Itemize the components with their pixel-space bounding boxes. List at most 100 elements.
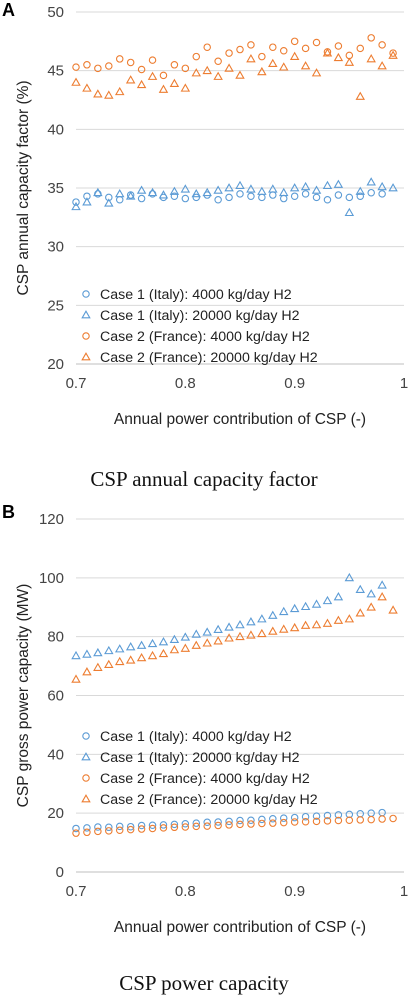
panel-b: B 0 20 40 60 80 100 120 0.7 0.8 0.9 1 Annual power …: [0, 500, 408, 1000]
data-point: [355, 91, 366, 100]
data-point: [334, 811, 343, 819]
data-point: [214, 57, 222, 66]
y-tick-label: 20: [47, 356, 64, 373]
data-point: [104, 90, 114, 99]
data-point: [356, 192, 365, 200]
data-point: [312, 193, 321, 202]
data-point: [180, 83, 191, 92]
data-point: [202, 187, 212, 197]
y-tick-label: 30: [47, 239, 64, 256]
power-capacity-chart: 0 20 40 60 80 100 120 0.7 0.8 0.9 1 Annual power co…: [15, 511, 408, 936]
data-point: [312, 38, 321, 47]
data-point: [114, 86, 125, 96]
data-point: [93, 662, 103, 671]
data-point: [334, 191, 343, 199]
data-point: [300, 61, 311, 70]
y-axis-title: CSP annual capacity factor (%): [15, 80, 32, 295]
data-point: [367, 188, 375, 197]
data-point: [235, 70, 245, 79]
data-point: [235, 180, 245, 190]
data-point: [83, 828, 91, 837]
x-tick-label: 0.8: [175, 375, 196, 392]
legend-label: Case 1 (Italy): 20000 kg/day H2: [100, 750, 300, 766]
data-point: [333, 52, 344, 62]
data-point: [159, 71, 168, 80]
data-point: [268, 58, 278, 68]
data-point: [104, 659, 114, 669]
panel-letter: A: [2, 0, 15, 20]
data-point: [170, 61, 179, 69]
data-point: [378, 41, 386, 49]
data-point: [258, 819, 266, 828]
data-point: [345, 193, 354, 202]
panel-letter: B: [2, 502, 15, 522]
data-point: [105, 193, 113, 202]
data-point: [83, 824, 91, 832]
legend: Case 1 (Italy): 4000 kg/day H2 Case 1 (It…: [81, 729, 318, 808]
data-point: [257, 614, 267, 623]
data-point: [322, 618, 333, 627]
data-point: [105, 827, 113, 835]
y-tick-label: 45: [47, 63, 64, 80]
data-point: [290, 37, 299, 46]
data-point: [214, 195, 222, 204]
data-point: [147, 71, 158, 80]
data-point: [94, 823, 102, 831]
data-point: [269, 815, 277, 823]
data-point: [311, 619, 322, 629]
capacity-factor-chart: 20 25 30 35 40 45 50 0.7 0.8 0.9 1 Annual power con…: [15, 4, 408, 428]
data-point: [137, 65, 146, 74]
data-point: [72, 824, 80, 833]
data-point: [225, 817, 233, 826]
data-point: [126, 58, 135, 67]
data-point: [279, 46, 288, 55]
data-point: [83, 192, 91, 200]
data-point: [312, 812, 321, 820]
data-point: [278, 624, 289, 633]
data-point: [323, 811, 332, 820]
data-point: [170, 192, 179, 200]
data-point: [247, 820, 255, 828]
data-point: [246, 54, 256, 63]
data-point: [378, 815, 386, 823]
data-point: [148, 56, 157, 64]
data-point: [279, 818, 288, 827]
data-point: [301, 817, 310, 826]
x-tick-label: 0.8: [175, 883, 196, 900]
data-point: [300, 601, 311, 611]
legend-marker: [82, 774, 90, 782]
data-point: [93, 187, 103, 197]
data-point: [169, 644, 180, 654]
data-point: [300, 181, 311, 191]
data-point: [158, 190, 169, 199]
data-point: [213, 636, 223, 645]
data-point: [202, 65, 212, 75]
data-point: [235, 631, 245, 641]
data-point: [158, 84, 169, 93]
data-point: [366, 177, 376, 186]
data-point: [345, 816, 354, 824]
data-point: [344, 614, 355, 623]
data-point: [312, 817, 321, 826]
data-point: [268, 184, 278, 193]
data-point: [180, 632, 191, 641]
data-point: [192, 819, 201, 827]
data-point: [169, 634, 180, 644]
data-point: [181, 820, 190, 828]
data-point: [114, 644, 125, 653]
data-point: [311, 185, 322, 194]
data-point: [71, 201, 81, 211]
data-point: [290, 813, 299, 822]
y-tick-label: 0: [56, 864, 64, 881]
data-point: [356, 44, 365, 53]
data-point: [388, 605, 398, 614]
x-axis-title: Annual power contribution of CSP (-): [114, 411, 366, 428]
data-point: [72, 198, 80, 206]
data-point: [192, 193, 201, 202]
data-point: [344, 207, 355, 217]
data-point: [214, 821, 222, 830]
data-point: [225, 821, 233, 829]
data-point: [257, 66, 267, 76]
data-series: [71, 572, 387, 660]
data-point: [104, 645, 114, 655]
